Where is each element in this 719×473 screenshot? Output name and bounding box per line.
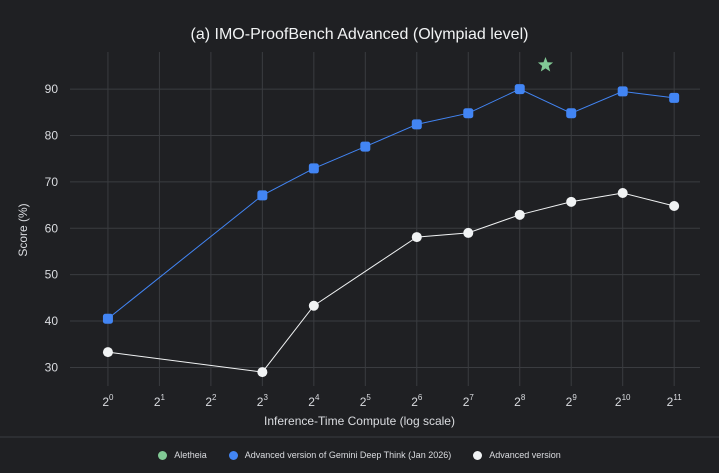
data-point xyxy=(411,119,422,130)
x-tick-label: 21 xyxy=(154,393,166,409)
y-tick-label: 80 xyxy=(45,129,59,143)
legend-label: Aletheia xyxy=(174,450,207,460)
y-tick-label: 60 xyxy=(45,221,59,235)
data-point xyxy=(257,367,268,378)
data-point xyxy=(514,209,525,220)
data-point xyxy=(308,163,319,174)
y-tick-label: 70 xyxy=(45,175,59,189)
data-point xyxy=(566,196,577,207)
star-marker xyxy=(537,57,554,72)
series-advanced-version-of-gemini-deep-think-jan-2026 xyxy=(102,84,680,324)
data-point xyxy=(669,92,680,103)
data-point xyxy=(102,313,113,324)
x-tick-label: 28 xyxy=(514,393,526,409)
legend-label: Advanced version xyxy=(489,450,561,460)
x-tick-label: 24 xyxy=(308,393,320,409)
legend-swatch xyxy=(158,450,168,460)
data-point xyxy=(566,108,577,119)
y-tick-label: 50 xyxy=(45,268,59,282)
x-axis-label: Inference-Time Compute (log scale) xyxy=(264,414,455,428)
legend-item: Aletheia xyxy=(158,450,207,460)
legend-label: Advanced version of Gemini Deep Think (J… xyxy=(244,450,452,460)
x-tick-label: 211 xyxy=(667,393,683,409)
data-point xyxy=(411,232,422,243)
data-point xyxy=(463,108,474,119)
legend-swatch xyxy=(228,450,238,460)
data-point xyxy=(463,227,474,238)
y-tick-label: 30 xyxy=(45,360,59,374)
y-axis-label: Score (%) xyxy=(16,203,30,256)
series-aletheia xyxy=(537,57,554,72)
x-tick-label: 20 xyxy=(102,393,114,409)
tick-labels: 30 40 50 60 70 80 90 20 21 22 23 24 25 26 27 28 29 210 211 xyxy=(45,82,683,409)
x-tick-label: 26 xyxy=(411,393,423,409)
chart-title: (a) IMO-ProofBench Advanced (Olympiad le… xyxy=(191,26,529,43)
line-chart: (a) IMO-ProofBench Advanced (Olympiad le… xyxy=(0,26,719,438)
series-line xyxy=(107,192,675,373)
data-point xyxy=(360,141,371,152)
data-point xyxy=(102,347,113,358)
grid xyxy=(70,52,700,386)
data-point xyxy=(669,201,680,212)
series-line xyxy=(107,88,675,320)
x-tick-label: 27 xyxy=(463,393,475,409)
x-tick-label: 29 xyxy=(566,393,578,409)
x-tick-label: 22 xyxy=(205,393,217,409)
legend-item: Advanced version xyxy=(473,450,561,460)
y-tick-label: 90 xyxy=(45,82,59,96)
y-tick-label: 40 xyxy=(45,314,59,328)
data-point xyxy=(514,84,525,95)
legend-item: Advanced version of Gemini Deep Think (J… xyxy=(228,450,452,460)
data-point xyxy=(308,300,319,311)
data-point xyxy=(257,190,268,201)
data-point xyxy=(617,188,628,199)
series xyxy=(102,57,680,378)
legend: Aletheia Advanced version of Gemini Deep … xyxy=(0,446,719,464)
legend-swatch xyxy=(473,450,483,460)
data-point xyxy=(617,86,628,97)
series-advanced-version xyxy=(102,188,680,378)
x-tick-label: 25 xyxy=(360,393,372,409)
x-tick-label: 23 xyxy=(257,393,269,409)
x-tick-label: 210 xyxy=(615,393,631,409)
